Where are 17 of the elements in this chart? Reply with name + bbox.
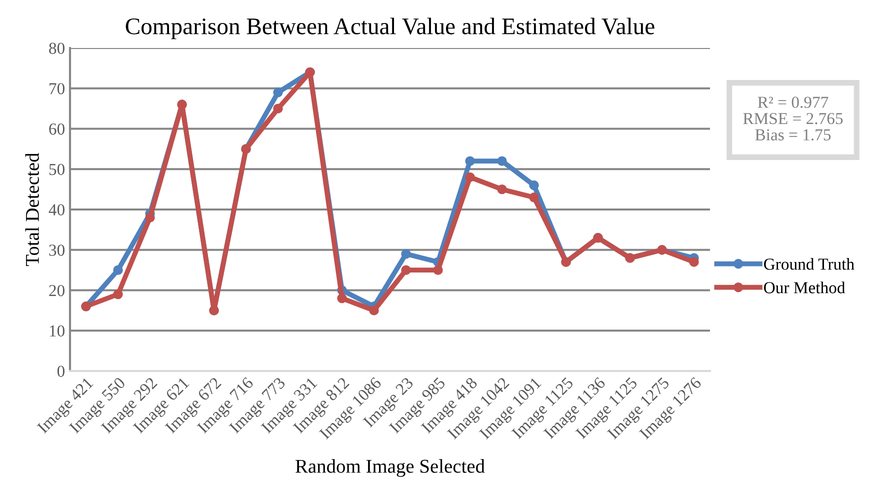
- y-axis-title: Total Detected: [25, 152, 39, 266]
- chart-title: Comparison Between Actual Value and Estimated Value: [126, 18, 654, 40]
- legend-label: Ground Truth: [764, 258, 854, 270]
- y-tick-label: 10: [50, 325, 65, 337]
- text: Bias = 1.75: [755, 129, 831, 141]
- y-tick-label: 70: [50, 83, 65, 94]
- x-axis-title: Random Image Selected: [296, 459, 485, 477]
- y-tick-label: 80: [49, 42, 65, 54]
- text: RMSE = 2.765: [743, 112, 843, 124]
- text: R² = 0.977: [758, 96, 828, 108]
- y-tick-label: 30: [49, 244, 65, 256]
- y-tick-label: 0: [57, 366, 65, 377]
- legend-label: Our Method: [764, 282, 846, 294]
- y-tick-label: 60: [49, 123, 65, 135]
- y-tick-label: 40: [48, 204, 65, 216]
- y-tick-label: 50: [49, 164, 65, 176]
- y-tick-label: 20: [49, 284, 65, 296]
